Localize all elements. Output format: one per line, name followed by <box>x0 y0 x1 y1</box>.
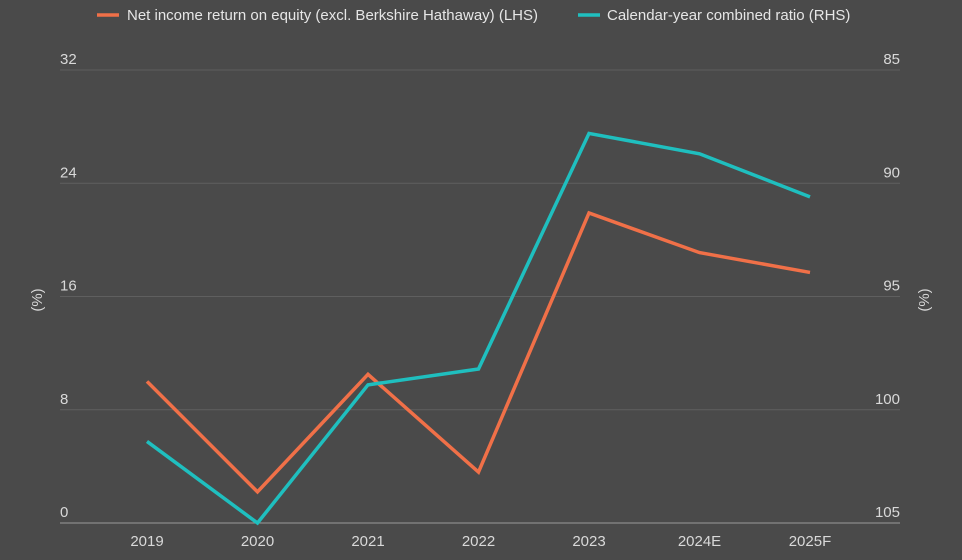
x-axis: 2019 2020 2021 2022 2023 2024E 2025F <box>130 533 831 550</box>
right-tick-label: 85 <box>883 51 900 68</box>
left-tick-label: 0 <box>60 504 68 521</box>
x-tick-label: 2024E <box>678 533 721 550</box>
series-line-2 <box>145 131 811 526</box>
x-tick-label: 2021 <box>351 533 384 550</box>
right-tick-label: 105 <box>875 504 900 521</box>
x-tick-label: 2019 <box>130 533 163 550</box>
right-y-axis: 85 90 95 100 105 <box>875 51 900 521</box>
legend-label: Calendar-year combined ratio (RHS) <box>607 7 850 24</box>
left-tick-label: 8 <box>60 391 68 408</box>
gridlines <box>60 69 900 524</box>
right-tick-label: 95 <box>883 278 900 295</box>
x-tick-label: 2023 <box>572 533 605 550</box>
legend-label: Net income return on equity (excl. Berks… <box>127 7 538 24</box>
right-tick-label: 90 <box>883 164 900 181</box>
left-y-axis: 0 8 16 24 32 <box>60 51 77 521</box>
series-lines <box>145 131 811 526</box>
legend: Net income return on equity (excl. Berks… <box>97 7 850 24</box>
left-axis-label: (%) <box>29 288 46 311</box>
x-tick-label: 2025F <box>789 533 832 550</box>
x-tick-label: 2022 <box>462 533 495 550</box>
left-tick-label: 24 <box>60 164 77 181</box>
x-tick-label: 2020 <box>241 533 274 550</box>
left-tick-label: 32 <box>60 51 77 68</box>
right-tick-label: 100 <box>875 391 900 408</box>
right-axis-label: (%) <box>916 288 933 311</box>
series-line-1 <box>145 210 811 495</box>
left-tick-label: 16 <box>60 278 77 295</box>
